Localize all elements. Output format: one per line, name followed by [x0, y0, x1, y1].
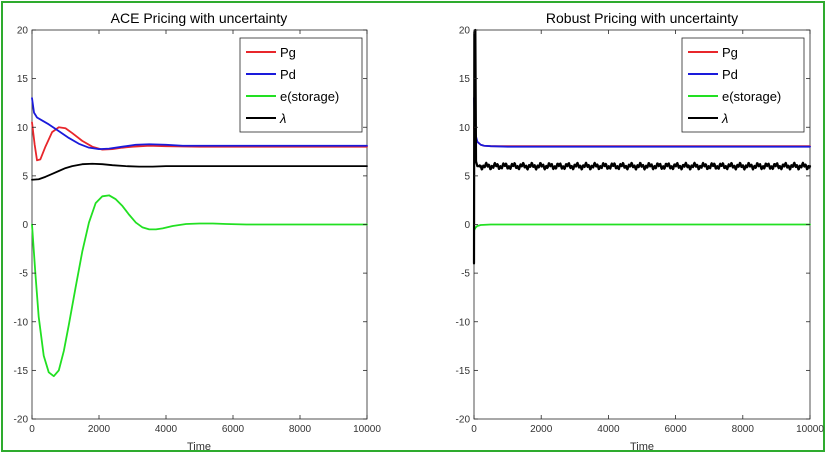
y-tick-label: 10 — [459, 123, 471, 134]
legend-label-lambda: λ — [279, 111, 286, 126]
series-layer — [472, 28, 812, 265]
x-tick-label: 8000 — [732, 424, 755, 435]
legend-label-pd: Pd — [722, 67, 738, 82]
x-tick-label: 0 — [29, 424, 35, 435]
y-tick-label: 20 — [459, 26, 471, 37]
x-tick-label: 2000 — [530, 424, 553, 435]
chart-title: ACE Pricing with uncertainty — [111, 10, 288, 26]
x-tick-label: 4000 — [155, 424, 178, 435]
legend: Pg Pd e(storage) λ — [239, 37, 363, 133]
legend-label-pg: Pg — [722, 45, 738, 60]
y-tick-label: -15 — [14, 366, 29, 377]
y-tick-label: 0 — [464, 220, 470, 231]
x-tick-label: 2000 — [88, 424, 111, 435]
legend: Pg Pd e(storage) λ — [681, 37, 805, 133]
x-axis-label: Time — [187, 441, 211, 453]
y-tick-label: -5 — [461, 269, 470, 280]
y-tick-label: 10 — [17, 123, 29, 134]
x-tick-label: 10000 — [796, 424, 824, 435]
chart-panel-robust: Robust Pricing with uncertainty 0 2000 400… — [456, 10, 825, 453]
x-axis-label: Time — [630, 441, 654, 453]
y-tick-label: 0 — [22, 220, 28, 231]
series-line-lambda — [472, 28, 812, 265]
x-tick-label: 6000 — [664, 424, 687, 435]
series-line-lambda — [31, 162, 368, 181]
y-tick-label: -10 — [456, 317, 471, 328]
tick-layer: 0 2000 4000 6000 8000 10000 -20 -15 -10 -5 0 5 10 15 2… — [14, 26, 382, 436]
legend-label-pg: Pg — [280, 45, 296, 60]
y-tick-label: 20 — [17, 26, 29, 37]
series-line-pd — [31, 97, 368, 151]
series-line-e-storage — [473, 223, 811, 232]
figure-frame — [1, 1, 825, 452]
y-tick-label: 15 — [17, 74, 29, 85]
y-tick-label: -20 — [456, 415, 471, 426]
tick-layer: 0 2000 4000 6000 8000 10000 -20 -15 -10 -5 0 5 10 15 2… — [456, 26, 825, 436]
legend-box — [681, 37, 805, 133]
x-tick-label: 0 — [471, 424, 477, 435]
x-tick-label: 4000 — [597, 424, 620, 435]
y-tick-label: -20 — [14, 415, 29, 426]
y-tick-label: -15 — [456, 366, 471, 377]
x-tick-label: 10000 — [353, 424, 381, 435]
y-tick-label: -5 — [19, 269, 28, 280]
y-tick-label: 15 — [459, 74, 471, 85]
legend-label-pd: Pd — [280, 67, 296, 82]
legend-label-storage: e(storage) — [722, 89, 781, 104]
y-tick-label: 5 — [22, 171, 28, 182]
legend-box — [239, 37, 363, 133]
legend-label-lambda: λ — [721, 111, 728, 126]
series-line-e-storage — [31, 194, 368, 378]
x-tick-label: 6000 — [222, 424, 245, 435]
chart-panel-ace: ACE Pricing with uncertainty 0 2000 4000 60… — [14, 10, 382, 453]
y-tick-label: 5 — [464, 171, 470, 182]
series-layer — [31, 97, 368, 378]
x-tick-label: 8000 — [289, 424, 312, 435]
legend-label-storage: e(storage) — [280, 89, 339, 104]
y-tick-label: -10 — [14, 317, 29, 328]
chart-title: Robust Pricing with uncertainty — [546, 10, 738, 26]
